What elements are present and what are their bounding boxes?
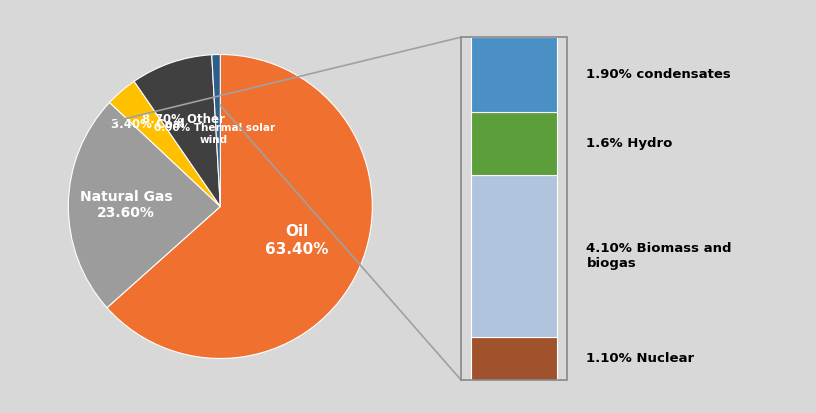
Wedge shape [109,81,220,206]
Text: 4.10% Biomass and
biogas: 4.10% Biomass and biogas [587,242,732,270]
Text: 8.70% Other: 8.70% Other [142,113,225,126]
Text: 0.90% Thermal solar
wind: 0.90% Thermal solar wind [153,123,275,145]
Text: 1.10% Nuclear: 1.10% Nuclear [587,352,694,365]
Wedge shape [211,55,220,206]
Bar [471,112,557,175]
Bar [471,37,557,112]
Text: Oil
63.40%: Oil 63.40% [265,224,328,257]
Bar [471,337,557,380]
Text: 3.40% Coal: 3.40% Coal [111,118,185,131]
Text: 1.6% Hydro: 1.6% Hydro [587,137,672,150]
Bar [471,175,557,337]
Wedge shape [69,102,220,308]
Text: 1.90% condensates: 1.90% condensates [587,68,731,81]
Wedge shape [107,55,372,358]
Text: Natural Gas
23.60%: Natural Gas 23.60% [80,190,172,221]
Wedge shape [134,55,220,206]
